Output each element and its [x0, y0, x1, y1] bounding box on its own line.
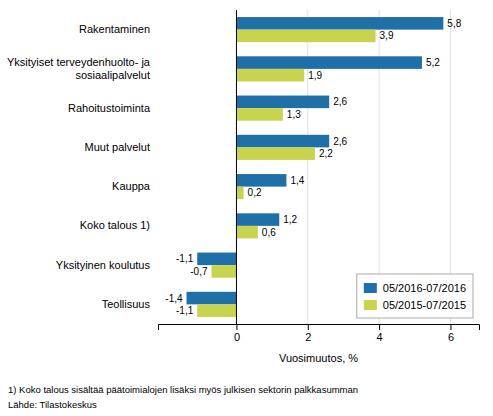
- data-label: 0,6: [262, 227, 276, 238]
- data-label: -0,7: [190, 266, 208, 277]
- bar: [236, 226, 257, 239]
- legend-frame: [357, 274, 473, 318]
- legend: 05/2016-07/2016 05/2015-07/2015: [357, 274, 473, 318]
- grid-line: [236, 10, 237, 324]
- footnote: Lähde: Tilastokeskus: [8, 399, 97, 410]
- legend-label: 05/2016-07/2016: [383, 282, 466, 294]
- bar: [236, 108, 282, 121]
- data-label: -1,1: [176, 253, 194, 264]
- legend-swatch: [364, 283, 377, 293]
- bar: [197, 304, 236, 317]
- x-tick-mark: [236, 324, 237, 330]
- data-label: 2,6: [333, 96, 347, 107]
- data-label: 3,9: [380, 30, 394, 41]
- y-tick-label: Muut palvelut: [85, 141, 150, 153]
- x-tick-mark: [450, 324, 451, 330]
- bar: [197, 253, 236, 266]
- data-label: 2,2: [319, 148, 333, 159]
- bar: [236, 147, 314, 160]
- x-axis: 0 2 4 6: [159, 324, 480, 343]
- y-tick-label: Rakentaminen: [79, 23, 150, 35]
- y-tick: Muut palvelut: [85, 141, 150, 153]
- y-axis: Teollisuus Yksityinen koulutus Koko talous…: [7, 23, 151, 310]
- y-tick-label: Rahoitustoiminta: [68, 102, 151, 114]
- bar: [236, 30, 375, 43]
- data-label: 1,2: [283, 214, 297, 225]
- data-label: 1,4: [290, 175, 304, 186]
- data-label: 5,8: [447, 18, 461, 29]
- legend-item: 05/2016-07/2016: [364, 282, 466, 294]
- x-tick: 4: [377, 324, 383, 343]
- bar: [236, 187, 243, 200]
- data-label: 5,2: [426, 57, 440, 68]
- bar: [236, 135, 329, 148]
- y-tick-label: Teollisuus: [102, 298, 151, 310]
- x-tick-mark: [379, 324, 380, 330]
- y-tick: Yksityiset terveydenhuolto- jasosiaalipa…: [7, 56, 151, 81]
- data-label: 2,6: [333, 136, 347, 147]
- y-tick-label: Yksityinen koulutus: [56, 259, 151, 271]
- bar: [236, 69, 304, 82]
- data-label: -1,1: [176, 305, 194, 316]
- plot: 0 2 4 6 Teollisuus Yksityinen koulutus Koko ta…: [7, 10, 480, 343]
- y-tick: Kauppa: [112, 180, 151, 192]
- x-tick-label: 0: [234, 331, 240, 343]
- bar: [236, 213, 279, 226]
- y-tick-label: Kauppa: [112, 180, 151, 192]
- data-labels: -1,4-1,11,21,42,62,65,25,8-1,1-0,70,60,2…: [165, 18, 461, 316]
- footnote: 1) Koko talous sisältää päätoimialojen l…: [8, 384, 358, 395]
- zero-line: [236, 10, 237, 324]
- y-tick-label: Yksityiset terveydenhuolto- jasosiaalipa…: [7, 56, 151, 81]
- bar: [236, 17, 443, 30]
- data-label: 1,3: [287, 109, 301, 120]
- bar: [236, 56, 421, 69]
- legend-label: 05/2015-07/2015: [383, 299, 466, 311]
- data-label: 1,9: [308, 70, 322, 81]
- x-tick-mark: [308, 324, 309, 330]
- x-tick-label: 6: [448, 331, 454, 343]
- bar: [236, 96, 329, 109]
- x-tick: 2: [305, 324, 311, 343]
- data-label: -1,4: [165, 293, 183, 304]
- y-tick: Yksityinen koulutus: [56, 259, 151, 271]
- bars: [187, 17, 444, 317]
- y-tick: Teollisuus: [102, 298, 151, 310]
- chart: 0 2 4 6 Teollisuus Yksityinen koulutus Koko ta…: [0, 0, 493, 416]
- x-tick: 0: [234, 324, 240, 343]
- y-tick: Rakentaminen: [79, 23, 150, 35]
- x-axis-line: [159, 325, 480, 331]
- y-tick-label: Koko talous 1): [80, 219, 150, 231]
- bar: [212, 265, 237, 278]
- legend-item: 05/2015-07/2015: [364, 299, 466, 311]
- data-label: 0,2: [248, 187, 262, 198]
- x-axis-title: Vuosimuutos, %: [279, 352, 358, 364]
- bar: [187, 292, 237, 305]
- x-tick: 6: [448, 324, 454, 343]
- bar: [236, 174, 286, 187]
- y-tick: Koko talous 1): [80, 219, 150, 231]
- x-tick-label: 2: [305, 331, 311, 343]
- y-tick: Rahoitustoiminta: [68, 102, 151, 114]
- x-tick-label: 4: [377, 331, 383, 343]
- legend-swatch: [364, 300, 377, 310]
- y-tick-label-line: sosiaalipalvelut: [75, 69, 150, 81]
- y-tick-label-line: Yksityiset terveydenhuolto- ja: [7, 56, 151, 68]
